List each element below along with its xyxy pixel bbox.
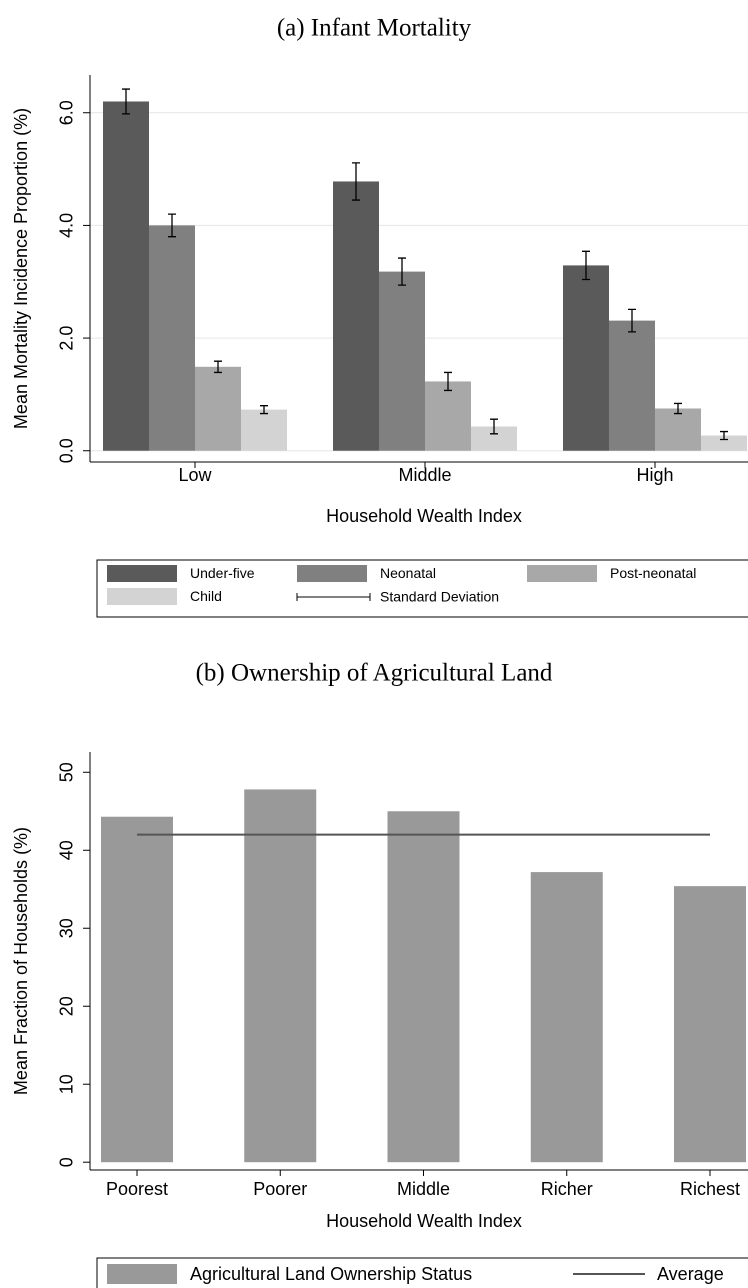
error-bar [260,405,268,415]
error-bar [444,371,452,392]
legend-label: Post-neonatal [610,565,696,581]
y-axis-title: Mean Fraction of Households (%) [11,827,31,1095]
y-tick-label: 10 [57,1074,77,1094]
x-axis-title: Household Wealth Index [326,1211,522,1231]
bar [241,409,287,451]
legend-label: Under-five [190,565,255,581]
y-tick-label: 20 [57,996,77,1016]
legend-swatch [107,1264,177,1284]
chart-title: (b) Ownership of Agricultural Land [196,660,553,687]
y-tick-label: 2.0 [57,326,77,351]
y-tick-label: 6.0 [57,100,77,125]
y-tick-label: 40 [57,840,77,860]
error-bar [674,402,682,415]
legend-swatch [107,565,177,582]
y-tick-label: 4.0 [57,213,77,238]
x-tick-label: High [636,465,673,485]
bar [149,225,195,451]
x-tick-label: Poorest [106,1179,168,1199]
legend-label: Standard Deviation [380,589,499,605]
y-tick-label: 50 [57,762,77,782]
error-bar [628,308,636,333]
bar [195,366,241,451]
legend-swatch [297,565,367,582]
legend-swatch [107,588,177,605]
error-bar [214,360,222,374]
x-tick-label: Low [178,465,212,485]
bar [563,265,609,451]
legend-label: Agricultural Land Ownership Status [190,1264,472,1284]
legend-label: Child [190,588,222,604]
bar [387,811,460,1163]
bar [425,381,471,451]
bar [655,408,701,451]
x-tick-label: Richer [541,1179,593,1199]
y-tick-label: 0.0 [57,438,77,463]
legend-label: Average [657,1264,724,1284]
x-tick-label: Poorer [253,1179,307,1199]
legend-swatch [527,565,597,582]
bar [333,181,379,451]
y-tick-label: 30 [57,918,77,938]
legend-label: Neonatal [380,565,436,581]
bar [103,101,149,451]
error-bar [122,88,130,115]
error-bar [352,162,360,201]
legend-error [296,593,371,601]
legend-box [96,1257,748,1288]
bar [244,789,317,1163]
legend-box [96,559,748,618]
bar [674,886,746,1163]
bar [101,816,173,1163]
y-axis-title: Mean Mortality Incidence Proportion (%) [11,108,31,429]
bar [701,435,747,451]
x-tick-label: Middle [398,465,451,485]
bar [530,872,603,1163]
x-tick-label: Richest [680,1179,740,1199]
error-bar [168,213,176,238]
error-bar [490,418,498,435]
x-tick-label: Middle [397,1179,450,1199]
error-bar [582,250,590,281]
bar [379,271,425,451]
chart-title: (a) Infant Mortality [277,15,472,42]
x-axis-title: Household Wealth Index [326,506,522,526]
y-tick-label: 0 [57,1157,77,1167]
error-bar [398,257,406,286]
error-bar [720,430,728,441]
bar [609,320,655,451]
